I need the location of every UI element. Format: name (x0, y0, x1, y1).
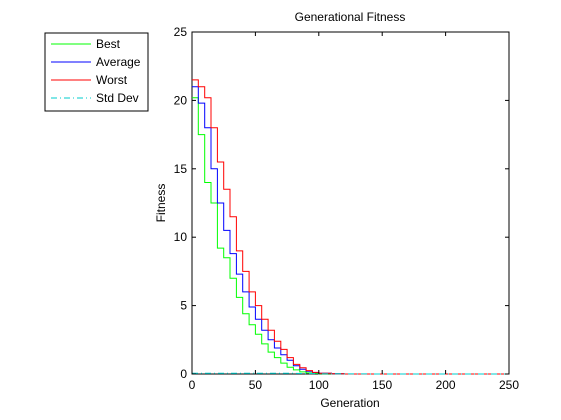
x-tick-label: 200 (436, 378, 456, 392)
y-tick-label: 15 (174, 162, 188, 176)
y-tick-label: 5 (180, 299, 187, 313)
x-axis-title: Generation (320, 396, 379, 410)
series-line-std-dev (192, 372, 509, 375)
y-tick-label: 25 (174, 25, 188, 39)
legend-box (44, 32, 149, 112)
legend-label: Average (96, 55, 141, 69)
x-tick-label: 0 (189, 378, 196, 392)
y-tick-label: 10 (174, 230, 188, 244)
y-axis-title: Fitness (154, 184, 168, 223)
legend-label: Best (96, 37, 121, 51)
plot-frame (191, 31, 510, 375)
x-tick-label: 50 (249, 378, 263, 392)
tick-layer: 0 50 100 150 200 250 0 5 10 15 20 25 (174, 25, 520, 392)
chart-title: Generational Fitness (295, 10, 406, 24)
x-tick-label: 250 (499, 378, 519, 392)
y-tick-label: 0 (180, 367, 187, 381)
x-tick-label: 150 (372, 378, 392, 392)
y-tick-label: 20 (174, 93, 188, 107)
plot-area: 0 50 100 150 200 250 0 5 10 15 20 25 (174, 25, 520, 392)
legend-items: Best Average Worst Std Dev (51, 37, 141, 105)
legend-label: Worst (96, 73, 128, 87)
legend: Best Average Worst Std Dev (44, 32, 149, 112)
legend-label: Std Dev (96, 91, 139, 105)
x-tick-label: 100 (309, 378, 329, 392)
